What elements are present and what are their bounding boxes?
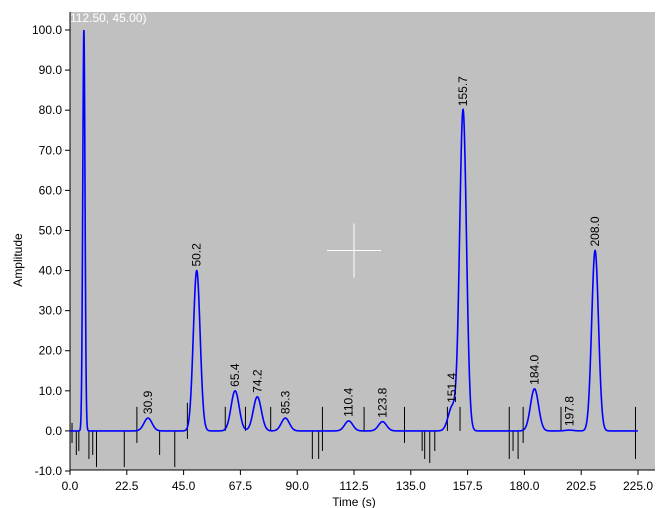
y-tick-label: 20.0 (39, 344, 63, 358)
peak-label: 30.9 (141, 390, 155, 414)
x-tick-label: 225.0 (623, 479, 653, 493)
peak-boundary-markers (71, 402, 636, 467)
peak-label: 208.0 (588, 216, 602, 246)
x-tick-label: 67.5 (229, 479, 253, 493)
y-tick-label: 70.0 (39, 143, 63, 157)
peak-label: 184.0 (527, 354, 541, 384)
y-tick-label: 40.0 (39, 264, 63, 278)
peak-label: 155.7 (456, 76, 470, 106)
plot-area[interactable] (70, 12, 655, 470)
x-tick-label: 0.0 (62, 479, 79, 493)
peak-label: 197.8 (562, 396, 576, 426)
peak-label: 50.2 (190, 243, 204, 267)
peak-label: 110.4 (342, 387, 356, 416)
cursor-readout: (112.50, 45.00) (66, 11, 147, 25)
x-tick-label: 90.0 (286, 479, 310, 493)
signal-trace (70, 29, 638, 432)
y-tick-label: -10.0 (35, 464, 63, 478)
peak-labels: 30.9 50.2 65.4 74.2 85.3 110.4 123.8 151.4 155.7… (141, 76, 602, 426)
x-axis-title: Time (s) (332, 495, 376, 508)
x-tick-label: 22.5 (115, 479, 139, 493)
axes: -10.00.010.020.030.040.050.060.070.080.0… (32, 12, 655, 493)
peak-label: 65.4 (228, 363, 242, 387)
y-tick-label: 90.0 (39, 63, 63, 77)
peak-label: 151.4 (445, 372, 459, 402)
x-tick-label: 135.0 (396, 479, 426, 493)
x-tick-label: 202.5 (566, 479, 596, 493)
x-tick-label: 180.0 (509, 479, 539, 493)
y-tick-label: 50.0 (39, 223, 63, 237)
y-tick-label: 10.0 (39, 384, 63, 398)
x-tick-label: 112.5 (339, 479, 368, 493)
x-tick-label: 45.0 (172, 479, 196, 493)
peak-label: 85.3 (278, 390, 292, 414)
y-tick-label: 30.0 (39, 304, 63, 318)
y-axis-title: Amplitude (11, 233, 25, 287)
y-tick-label: 80.0 (39, 103, 63, 117)
crosshair-cursor[interactable] (327, 223, 381, 278)
x-tick-label: 157.5 (453, 479, 483, 493)
y-tick-label: 100.0 (32, 23, 62, 37)
peak-label: 74.2 (250, 369, 264, 393)
y-tick-label: 60.0 (39, 183, 63, 197)
y-tick-label: 0.0 (45, 424, 62, 438)
peak-label: 123.8 (376, 387, 390, 417)
